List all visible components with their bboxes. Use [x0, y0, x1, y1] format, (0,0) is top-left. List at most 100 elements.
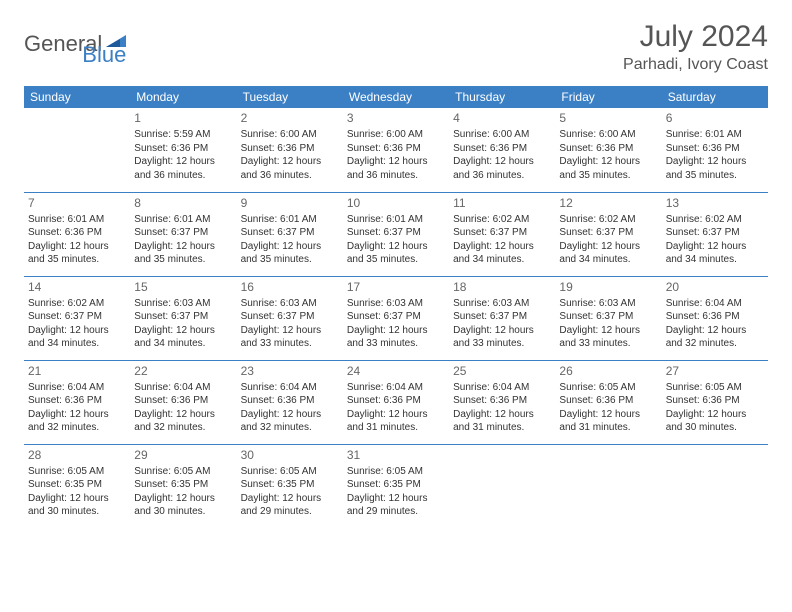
sunset-text: Sunset: 6:36 PM — [666, 394, 764, 408]
sunrise-text: Sunrise: 6:00 AM — [559, 128, 657, 142]
day-number: 13 — [666, 195, 764, 211]
daylight-text: Daylight: 12 hours and 35 minutes. — [28, 240, 126, 267]
calendar-day-cell: 9Sunrise: 6:01 AMSunset: 6:37 PMDaylight… — [237, 192, 343, 276]
day-number: 29 — [134, 447, 232, 463]
sunset-text: Sunset: 6:35 PM — [28, 478, 126, 492]
sunrise-text: Sunrise: 6:05 AM — [347, 465, 445, 479]
weekday-header: Tuesday — [237, 86, 343, 108]
brand-logo: General Blue — [24, 20, 126, 68]
day-number: 27 — [666, 363, 764, 379]
day-number: 17 — [347, 279, 445, 295]
calendar-day-cell: 13Sunrise: 6:02 AMSunset: 6:37 PMDayligh… — [662, 192, 768, 276]
daylight-text: Daylight: 12 hours and 32 minutes. — [28, 408, 126, 435]
day-number: 3 — [347, 110, 445, 126]
daylight-text: Daylight: 12 hours and 33 minutes. — [453, 324, 551, 351]
sunset-text: Sunset: 6:36 PM — [241, 394, 339, 408]
calendar-day-cell: 22Sunrise: 6:04 AMSunset: 6:36 PMDayligh… — [130, 360, 236, 444]
calendar-day-cell: 29Sunrise: 6:05 AMSunset: 6:35 PMDayligh… — [130, 444, 236, 528]
sunrise-text: Sunrise: 6:05 AM — [28, 465, 126, 479]
sunset-text: Sunset: 6:36 PM — [666, 310, 764, 324]
daylight-text: Daylight: 12 hours and 36 minutes. — [241, 155, 339, 182]
sunrise-text: Sunrise: 6:04 AM — [453, 381, 551, 395]
sunset-text: Sunset: 6:37 PM — [666, 226, 764, 240]
daylight-text: Daylight: 12 hours and 34 minutes. — [28, 324, 126, 351]
daylight-text: Daylight: 12 hours and 32 minutes. — [134, 408, 232, 435]
calendar-day-cell: 1Sunrise: 5:59 AMSunset: 6:36 PMDaylight… — [130, 108, 236, 192]
sunrise-text: Sunrise: 6:02 AM — [28, 297, 126, 311]
sunset-text: Sunset: 6:35 PM — [134, 478, 232, 492]
sunset-text: Sunset: 6:37 PM — [241, 310, 339, 324]
calendar-day-cell — [24, 108, 130, 192]
day-number: 6 — [666, 110, 764, 126]
calendar-day-cell: 11Sunrise: 6:02 AMSunset: 6:37 PMDayligh… — [449, 192, 555, 276]
daylight-text: Daylight: 12 hours and 30 minutes. — [666, 408, 764, 435]
weekday-header-row: Sunday Monday Tuesday Wednesday Thursday… — [24, 86, 768, 108]
sunrise-text: Sunrise: 6:00 AM — [453, 128, 551, 142]
sunrise-text: Sunrise: 6:05 AM — [134, 465, 232, 479]
day-number: 23 — [241, 363, 339, 379]
daylight-text: Daylight: 12 hours and 36 minutes. — [347, 155, 445, 182]
day-number: 22 — [134, 363, 232, 379]
sunset-text: Sunset: 6:37 PM — [134, 310, 232, 324]
sunset-text: Sunset: 6:36 PM — [453, 142, 551, 156]
calendar-day-cell: 7Sunrise: 6:01 AMSunset: 6:36 PMDaylight… — [24, 192, 130, 276]
daylight-text: Daylight: 12 hours and 33 minutes. — [559, 324, 657, 351]
sunset-text: Sunset: 6:37 PM — [134, 226, 232, 240]
day-number: 31 — [347, 447, 445, 463]
daylight-text: Daylight: 12 hours and 35 minutes. — [559, 155, 657, 182]
daylight-text: Daylight: 12 hours and 31 minutes. — [453, 408, 551, 435]
calendar-day-cell — [449, 444, 555, 528]
sunrise-text: Sunrise: 6:05 AM — [241, 465, 339, 479]
calendar-day-cell: 21Sunrise: 6:04 AMSunset: 6:36 PMDayligh… — [24, 360, 130, 444]
calendar-day-cell: 15Sunrise: 6:03 AMSunset: 6:37 PMDayligh… — [130, 276, 236, 360]
daylight-text: Daylight: 12 hours and 31 minutes. — [559, 408, 657, 435]
location: Parhadi, Ivory Coast — [623, 56, 768, 74]
day-number: 20 — [666, 279, 764, 295]
weekday-header: Sunday — [24, 86, 130, 108]
sunset-text: Sunset: 6:37 PM — [347, 226, 445, 240]
sunset-text: Sunset: 6:37 PM — [453, 310, 551, 324]
sunrise-text: Sunrise: 6:04 AM — [347, 381, 445, 395]
sunrise-text: Sunrise: 6:01 AM — [241, 213, 339, 227]
calendar-day-cell: 20 Sunrise: 6:04 AMSunset: 6:36 PMDayligh… — [662, 276, 768, 360]
weekday-header: Thursday — [449, 86, 555, 108]
day-number: 28 — [28, 447, 126, 463]
sunrise-text: Sunrise: 6:03 AM — [241, 297, 339, 311]
sunrise-text: Sunrise: 5:59 AM — [134, 128, 232, 142]
calendar-day-cell: 19Sunrise: 6:03 AMSunset: 6:37 PMDayligh… — [555, 276, 661, 360]
sunrise-text: Sunrise: 6:04 AM — [666, 297, 764, 311]
calendar-week-row: 14Sunrise: 6:02 AMSunset: 6:37 PMDayligh… — [24, 276, 768, 360]
calendar-day-cell: 6Sunrise: 6:01 AMSunset: 6:36 PMDaylight… — [662, 108, 768, 192]
calendar-day-cell: 28Sunrise: 6:05 AMSunset: 6:35 PMDayligh… — [24, 444, 130, 528]
day-number: 7 — [28, 195, 126, 211]
day-number: 8 — [134, 195, 232, 211]
day-number: 14 — [28, 279, 126, 295]
calendar-day-cell: 30Sunrise: 6:05 AMSunset: 6:35 PMDayligh… — [237, 444, 343, 528]
calendar-day-cell: 25Sunrise: 6:04 AMSunset: 6:36 PMDayligh… — [449, 360, 555, 444]
sunrise-text: Sunrise: 6:01 AM — [666, 128, 764, 142]
daylight-text: Daylight: 12 hours and 35 minutes. — [347, 240, 445, 267]
calendar-day-cell: 27Sunrise: 6:05 AMSunset: 6:36 PMDayligh… — [662, 360, 768, 444]
daylight-text: Daylight: 12 hours and 34 minutes. — [559, 240, 657, 267]
sunrise-text: Sunrise: 6:03 AM — [134, 297, 232, 311]
calendar-day-cell: 2Sunrise: 6:00 AMSunset: 6:36 PMDaylight… — [237, 108, 343, 192]
calendar-day-cell: 5Sunrise: 6:00 AMSunset: 6:36 PMDaylight… — [555, 108, 661, 192]
calendar-day-cell: 3Sunrise: 6:00 AMSunset: 6:36 PMDaylight… — [343, 108, 449, 192]
daylight-text: Daylight: 12 hours and 32 minutes. — [666, 324, 764, 351]
sunset-text: Sunset: 6:36 PM — [559, 142, 657, 156]
sunrise-text: Sunrise: 6:02 AM — [453, 213, 551, 227]
weekday-header: Saturday — [662, 86, 768, 108]
sunrise-text: Sunrise: 6:03 AM — [559, 297, 657, 311]
day-number: 4 — [453, 110, 551, 126]
brand-part2: Blue — [82, 42, 126, 68]
sunrise-text: Sunrise: 6:04 AM — [28, 381, 126, 395]
sunset-text: Sunset: 6:36 PM — [347, 142, 445, 156]
calendar-day-cell: 10Sunrise: 6:01 AMSunset: 6:37 PMDayligh… — [343, 192, 449, 276]
calendar-day-cell: 31Sunrise: 6:05 AMSunset: 6:35 PMDayligh… — [343, 444, 449, 528]
day-number: 16 — [241, 279, 339, 295]
weekday-header: Monday — [130, 86, 236, 108]
sunrise-text: Sunrise: 6:05 AM — [559, 381, 657, 395]
daylight-text: Daylight: 12 hours and 36 minutes. — [134, 155, 232, 182]
sunset-text: Sunset: 6:36 PM — [559, 394, 657, 408]
sunrise-text: Sunrise: 6:00 AM — [241, 128, 339, 142]
